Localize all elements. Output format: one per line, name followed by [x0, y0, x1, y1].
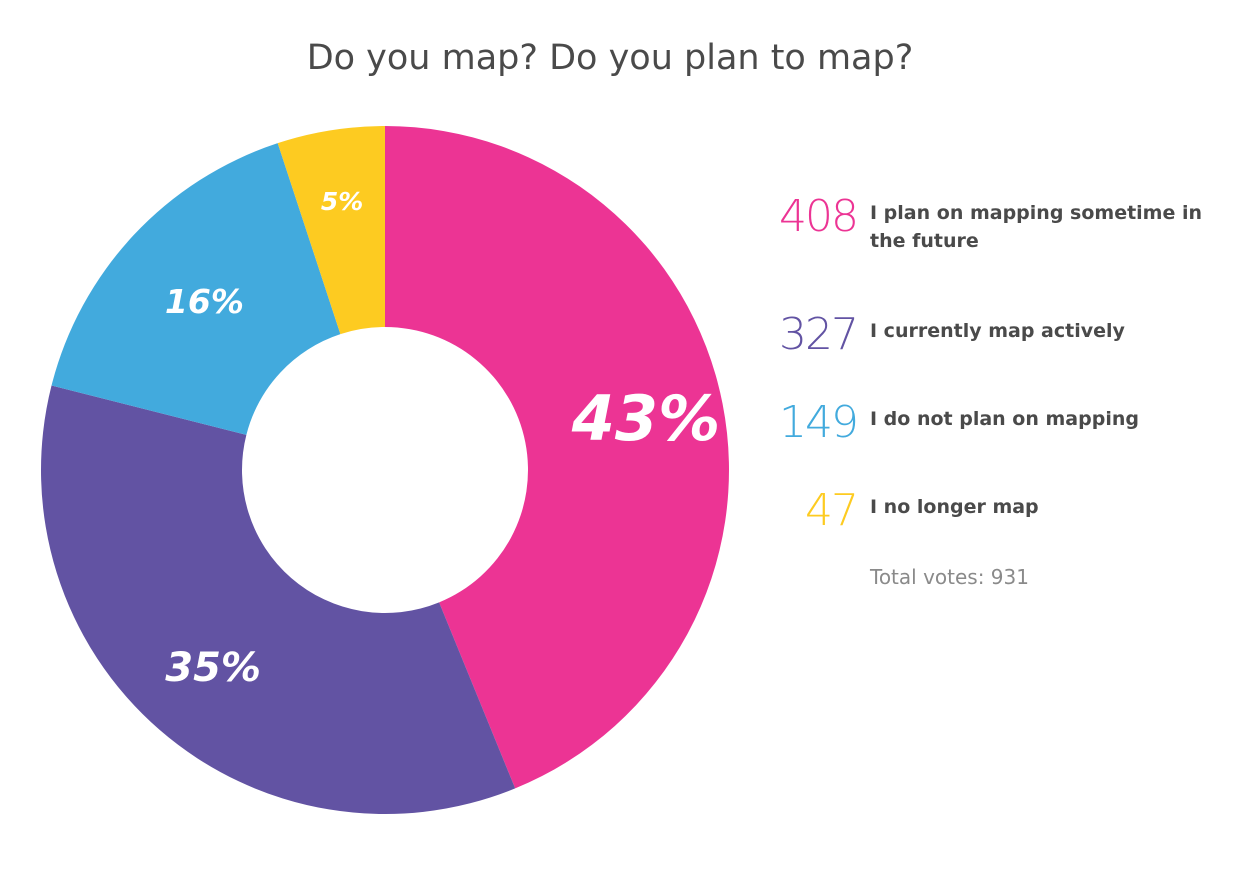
legend-label: I currently map actively	[870, 320, 1125, 342]
slice-4	[277, 126, 385, 335]
slice-1	[385, 126, 729, 789]
slice-2-percent-label: 35%	[165, 645, 261, 691]
legend-count: 327	[779, 309, 859, 360]
legend-item-3: 149 I do not plan on mapping	[762, 398, 1222, 458]
legend-count: 47	[805, 485, 859, 536]
legend-label: I no longer map	[870, 496, 1039, 518]
legend-label: I plan on mapping sometime in the future	[870, 202, 1203, 252]
legend-count: 149	[779, 397, 859, 448]
legend-count: 408	[779, 191, 859, 242]
slice-4-percent-label: 5%	[321, 187, 363, 216]
legend-item-1: 408 I plan on mapping sometime in the fut…	[762, 191, 1222, 253]
legend-label: I do not plan on mapping	[870, 408, 1139, 430]
total-votes: Total votes: 931	[870, 565, 1029, 589]
slice-3-percent-label: 16%	[165, 282, 244, 321]
slice-1-percent-label: 43%	[571, 382, 720, 455]
slice-2	[41, 385, 516, 814]
legend-item-4: 47 I no longer map	[762, 486, 1222, 546]
slice-3	[51, 143, 341, 435]
chart-title: Do you map? Do you plan to map?	[306, 38, 914, 78]
legend-item-2: 327 I currently map actively	[762, 310, 1222, 370]
